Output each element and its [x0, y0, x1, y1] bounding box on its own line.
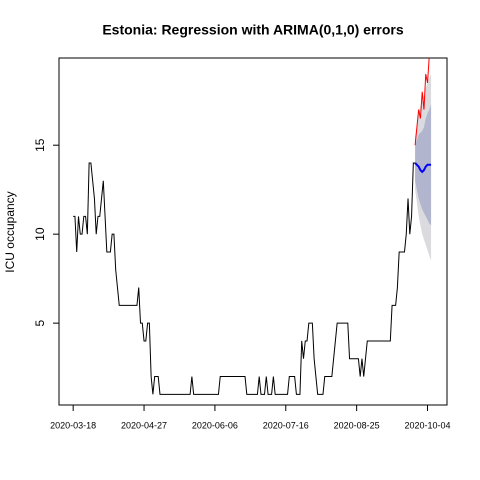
y-tick-label: 15 — [33, 138, 47, 152]
band-80 — [415, 104, 432, 226]
y-axis-label: ICU occupancy — [3, 191, 17, 272]
x-tick-label: 2020-07-16 — [263, 420, 309, 430]
observed-line — [73, 162, 416, 395]
x-tick-label: 2020-08-25 — [334, 420, 380, 430]
chart-title: Estonia: Regression with ARIMA(0,1,0) er… — [102, 22, 404, 38]
forecast-mean — [414, 162, 432, 174]
y-tick-label: 5 — [33, 319, 47, 326]
actual-line — [414, 58, 430, 146]
y-tick-label: 10 — [33, 227, 47, 241]
x-tick-label: 2020-10-04 — [404, 420, 450, 430]
x-tick-label: 2020-03-18 — [50, 420, 96, 430]
x-tick-label: 2020-04-27 — [121, 420, 167, 430]
plot-frame — [58, 57, 448, 406]
x-tick-label: 2020-06-06 — [192, 420, 238, 430]
